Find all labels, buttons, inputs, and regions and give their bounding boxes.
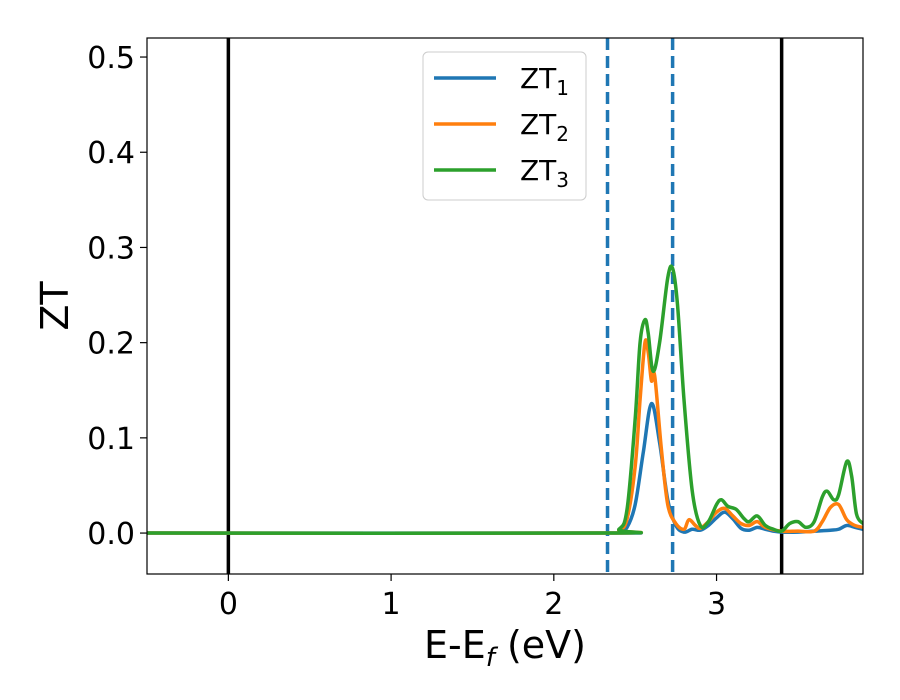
series-line-zt1: [147, 401, 863, 535]
x-tick-label: 0: [219, 587, 238, 622]
legend-label-zt1: ZT1: [520, 62, 569, 100]
x-axis-label: E-Ef (eV): [424, 623, 586, 673]
series-line-zt3: [147, 264, 863, 536]
x-axis-label-unit: (eV): [495, 623, 586, 667]
y-axis-ticks: 0.0 0.1 0.2 0.3 0.4 0.5: [87, 41, 147, 552]
y-tick-label: 0.2: [87, 327, 135, 362]
legend-label-zt2: ZT2: [520, 108, 569, 146]
y-tick-label: 0.3: [87, 231, 135, 266]
y-tick-label: 0.1: [87, 422, 135, 457]
plot-frame: [146, 37, 864, 575]
x-tick-label: 1: [382, 587, 401, 622]
x-axis-ticks: 0 1 2 3: [219, 574, 726, 622]
y-tick-label: 0.0: [87, 517, 135, 552]
x-tick-label: 2: [544, 587, 563, 622]
x-axis-label-main: E-E: [424, 623, 486, 667]
plot-content: [147, 38, 863, 574]
y-axis-label: ZT: [33, 281, 77, 331]
x-tick-label: 3: [707, 587, 726, 622]
series-layer: [147, 264, 863, 536]
legend-box: [422, 51, 587, 201]
legend: ZT1 ZT2 ZT3: [422, 51, 587, 201]
series-line-zt2: [147, 338, 863, 536]
legend-label-zt3: ZT3: [520, 154, 569, 192]
y-tick-label: 0.4: [87, 136, 135, 171]
reference-lines: [226, 38, 784, 574]
y-tick-label: 0.5: [87, 41, 135, 76]
